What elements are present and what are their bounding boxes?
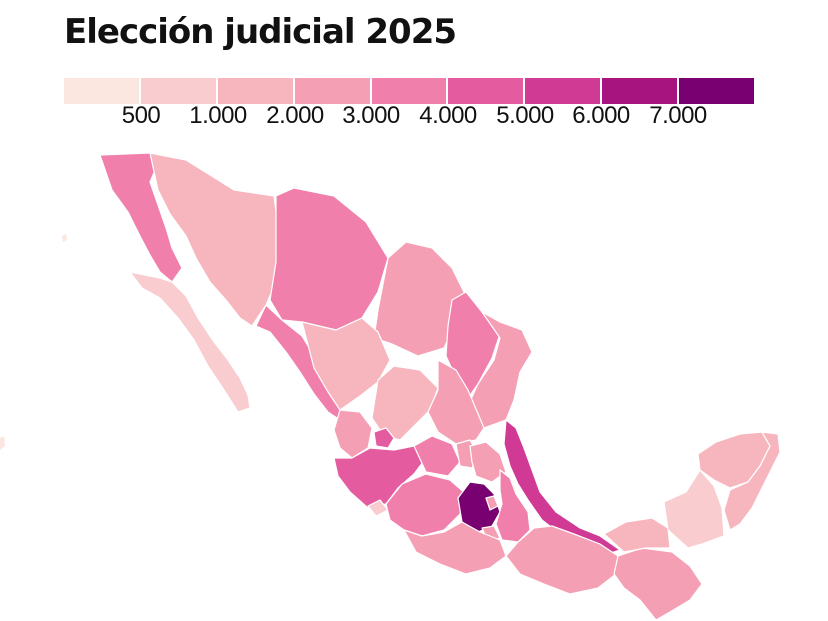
legend-tick-label: 1.000	[189, 102, 247, 129]
state-chihuahua	[269, 187, 389, 331]
legend-swatch-3	[217, 78, 295, 104]
legend-tick-label: 6.000	[572, 102, 630, 129]
state-quintana-roo	[723, 431, 781, 531]
legend-swatch-4	[294, 78, 372, 104]
legend-swatch-7	[525, 78, 603, 104]
legend-tick-label: 500	[121, 102, 161, 129]
state-baja-california-sur	[129, 271, 251, 413]
legend-tick-label: 2.000	[266, 102, 324, 129]
state-zacatecas	[371, 365, 439, 441]
legend-tick-label: 5.000	[496, 102, 554, 129]
state-chiapas	[613, 547, 703, 621]
legend-swatch-5	[371, 78, 449, 104]
state-ciudad-de-mexico	[485, 495, 499, 511]
state-guerrero	[403, 521, 507, 575]
state-hidalgo	[469, 441, 507, 483]
state-tabasco	[603, 517, 671, 553]
state-michoacan	[385, 473, 467, 537]
legend-swatch-9	[679, 78, 755, 104]
mexico-choropleth-map	[0, 152, 781, 621]
legend-tick-label: 4.000	[419, 102, 477, 129]
state-jalisco	[333, 445, 427, 509]
legend-tick-label: 3.000	[342, 102, 400, 129]
island-guadalupe	[62, 234, 67, 242]
legend-swatch-2	[140, 78, 218, 104]
legend-ticks: 500 1.000 2.000 3.000 4.000 5.000 6.000 …	[0, 102, 828, 132]
legend-swatch-1	[64, 78, 141, 104]
state-sinaloa	[255, 304, 345, 421]
state-campeche	[663, 469, 725, 549]
island-revillagigedo	[0, 436, 5, 450]
map-title: Elección judicial 2025	[64, 12, 457, 52]
state-sonora	[149, 152, 281, 327]
color-legend	[64, 78, 755, 104]
legend-swatch-8	[602, 78, 680, 104]
legend-tick-label: 7.000	[649, 102, 707, 129]
state-aguascalientes	[373, 427, 395, 449]
legend-swatch-6	[448, 78, 526, 104]
